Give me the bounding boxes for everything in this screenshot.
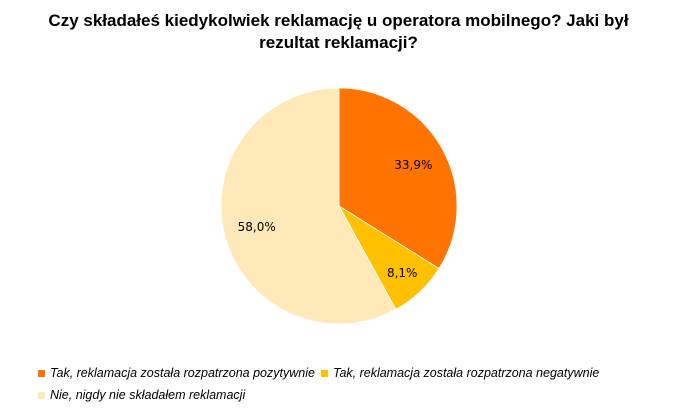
pie-slice-positive bbox=[338, 87, 458, 270]
chart-title-line-2: rezultat reklamacji? bbox=[259, 33, 418, 52]
data-label-positive: 33,9% bbox=[394, 158, 432, 172]
data-label-never: 58,0% bbox=[238, 220, 276, 234]
legend-item-negative: Tak, reklamacja została rozpatrzona nega… bbox=[320, 366, 600, 380]
legend-swatch-never bbox=[38, 391, 45, 399]
legend-swatch-negative bbox=[320, 369, 328, 377]
legend-label-negative: Tak, reklamacja została rozpatrzona nega… bbox=[332, 366, 600, 380]
legend-item-positive: Tak, reklamacja została rozpatrzona pozy… bbox=[38, 366, 315, 380]
pie-slice-never bbox=[220, 87, 397, 325]
chart-title: Czy składałeś kiedykolwiek reklamację u … bbox=[0, 10, 677, 54]
legend-label-positive: Tak, reklamacja została rozpatrzona pozy… bbox=[50, 366, 315, 380]
chart-title-line-1: Czy składałeś kiedykolwiek reklamację u … bbox=[48, 11, 629, 30]
legend: Tak, reklamacja została rozpatrzona pozy… bbox=[38, 362, 668, 406]
legend-label-never: Nie, nigdy nie składałem reklamacji bbox=[50, 388, 246, 402]
legend-item-never: Nie, nigdy nie składałem reklamacji bbox=[38, 388, 245, 402]
data-label-negative: 8,1% bbox=[387, 266, 418, 280]
legend-swatch-positive bbox=[38, 369, 45, 377]
